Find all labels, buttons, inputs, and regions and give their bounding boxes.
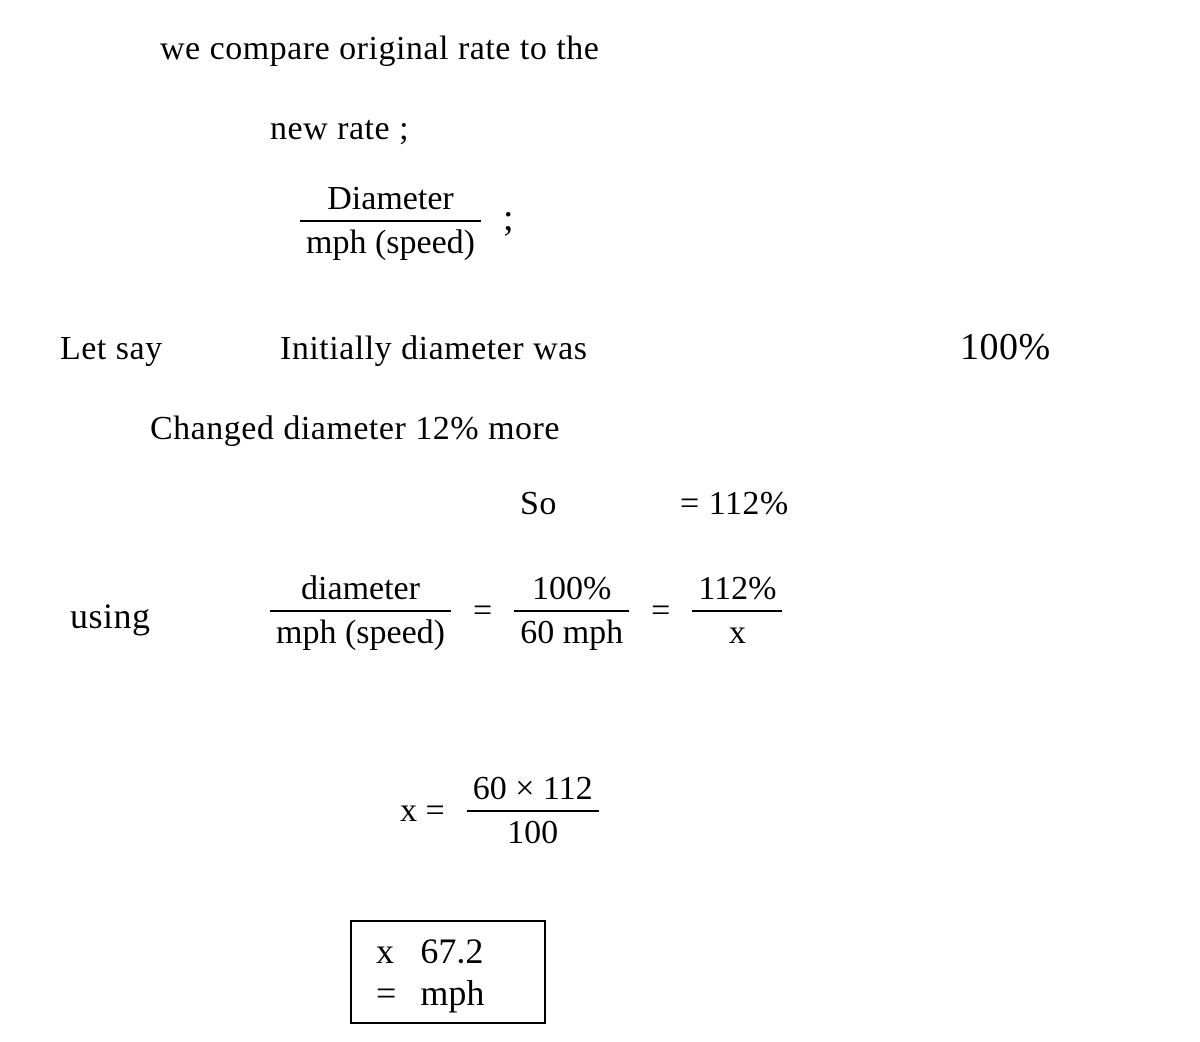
equals-2: = xyxy=(651,592,670,630)
frac-112-x: 112% x xyxy=(692,570,782,652)
frac-100-bot: 100 xyxy=(467,812,599,852)
frac-60x112-top: 60 × 112 xyxy=(467,770,599,812)
using-label: using xyxy=(70,595,151,637)
proportion-row: diameter mph (speed) = 100% 60 mph = 112… xyxy=(270,570,782,652)
answer-box: x = 67.2 mph xyxy=(350,920,546,1024)
rate-fraction-row: Diameter mph (speed) ; xyxy=(300,180,514,262)
initially-text: Initially diameter was xyxy=(280,330,587,368)
rate-fraction-end: ; xyxy=(503,196,514,246)
frac-diameter-top: diameter xyxy=(270,570,451,612)
rate-fraction-bot: mph (speed) xyxy=(300,222,481,262)
rate-fraction-top: Diameter xyxy=(300,180,481,222)
text-line-2: new rate ; xyxy=(270,110,409,148)
text-line-1: we compare original rate to the xyxy=(160,30,599,68)
frac-diameter-bot: mph (speed) xyxy=(270,612,451,652)
equals-112: = 112% xyxy=(680,485,789,523)
frac-60-bot: 60 mph xyxy=(514,612,629,652)
changed-diameter-text: Changed diameter 12% more xyxy=(150,410,560,448)
hundred-percent: 100% xyxy=(960,325,1051,369)
solve-x-row: x = 60 × 112 100 xyxy=(400,770,599,852)
frac-100-60: 100% 60 mph xyxy=(514,570,629,652)
frac-112-top: 112% xyxy=(692,570,782,612)
answer-rhs: 67.2 mph xyxy=(420,930,484,1014)
frac-60x112-100: 60 × 112 100 xyxy=(467,770,599,852)
answer-lhs: x = xyxy=(376,930,396,1014)
frac-100-top: 100% xyxy=(514,570,629,612)
equals-1: = xyxy=(473,592,492,630)
handwritten-page: we compare original rate to the new rate… xyxy=(0,0,1200,1042)
frac-x-bot: x xyxy=(692,612,782,652)
frac-diameter-mph: diameter mph (speed) xyxy=(270,570,451,652)
x-equals-label: x = xyxy=(400,792,445,830)
rate-fraction: Diameter mph (speed) xyxy=(300,180,481,262)
let-say-label: Let say xyxy=(60,330,163,368)
so-label: So xyxy=(520,485,557,523)
